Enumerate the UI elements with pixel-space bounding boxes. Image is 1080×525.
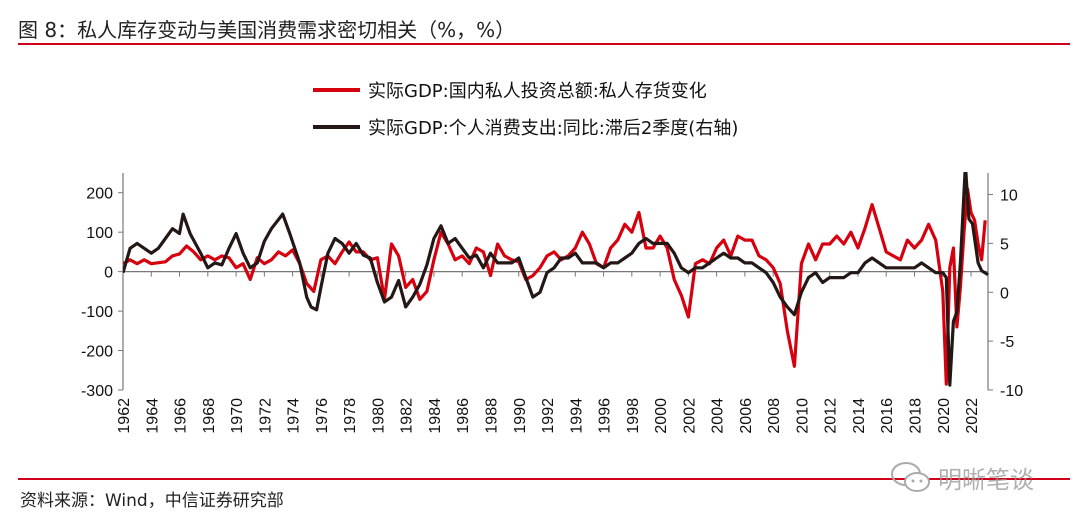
x-tick-label: 1962: [116, 398, 133, 434]
left-tick-label: 0: [104, 265, 113, 282]
x-tick-label: 1990: [512, 398, 529, 434]
x-tick-label: 2022: [964, 398, 981, 434]
figure-title: 图 8：私人库存变动与美国消费需求密切相关（%，%）: [18, 18, 516, 42]
x-tick-label: 2006: [738, 398, 755, 434]
left-tick-label: 100: [86, 225, 113, 242]
x-tick-label: 1984: [427, 398, 444, 434]
title-divider: [18, 43, 1070, 45]
x-tick-label: 1978: [342, 398, 359, 434]
left-tick-label: -200: [81, 344, 113, 361]
source-divider: [18, 478, 1070, 480]
x-tick-label: 2018: [908, 398, 925, 434]
x-tick-label: 1980: [370, 398, 387, 434]
x-tick-label: 1992: [540, 398, 557, 434]
x-tick-label: 1966: [173, 398, 190, 434]
series-line-1: [123, 187, 987, 386]
x-tick-label: 2020: [936, 398, 953, 434]
right-tick-label: -10: [1000, 383, 1023, 400]
x-tick-label: 1972: [257, 398, 274, 434]
left-tick-label: -300: [81, 383, 113, 400]
legend-label-series1: 实际GDP:国内私人投资总额:私人存货变化: [368, 81, 707, 102]
right-tick-label: 0: [1000, 285, 1009, 302]
right-tick-label: 5: [1000, 236, 1009, 253]
x-tick-label: 1976: [314, 398, 331, 434]
x-tick-label: 1996: [597, 398, 614, 434]
source-note: 资料来源：Wind，中信证券研究部: [20, 491, 284, 511]
x-tick-label: 2010: [794, 398, 811, 434]
x-tick-label: 1998: [625, 398, 642, 434]
watermark-text: 明晰笔谈: [938, 466, 1034, 494]
x-tick-label: 2012: [823, 398, 840, 434]
wechat-icon: [891, 461, 930, 492]
x-tick-label: 2004: [710, 398, 727, 434]
x-tick-label: 1968: [201, 398, 218, 434]
series-line-2: [123, 172, 989, 387]
x-tick-label: 2016: [879, 398, 896, 434]
watermark: 明晰笔谈: [890, 460, 1034, 495]
x-tick-label: 1974: [286, 398, 303, 434]
x-tick-label: 1970: [229, 398, 246, 434]
x-tick-label: 1988: [483, 398, 500, 434]
right-tick-label: -5: [1000, 334, 1014, 351]
left-tick-label: -100: [81, 304, 113, 321]
x-tick-label: 1994: [568, 398, 585, 434]
x-tick-label: 1982: [399, 398, 416, 434]
x-tick-label: 1986: [455, 398, 472, 434]
right-tick-label: 10: [1000, 188, 1018, 205]
left-tick-label: 200: [86, 186, 113, 203]
x-tick-label: 2014: [851, 398, 868, 434]
x-tick-label: 2008: [766, 398, 783, 434]
x-tick-label: 1964: [144, 398, 161, 434]
legend: 实际GDP:国内私人投资总额:私人存货变化 实际GDP:个人消费支出:同比:滞后…: [313, 81, 738, 139]
x-tick-label: 2002: [681, 398, 698, 434]
x-tick-label: 2000: [653, 398, 670, 434]
legend-label-series2: 实际GDP:个人消费支出:同比:滞后2季度(右轴): [368, 118, 738, 139]
